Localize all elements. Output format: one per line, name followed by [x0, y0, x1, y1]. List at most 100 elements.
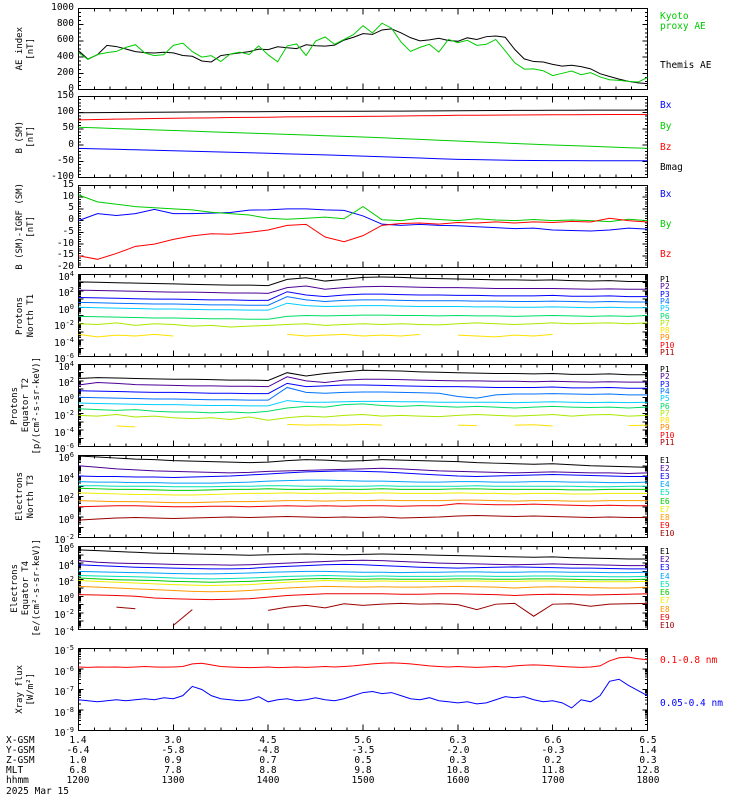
panel-b_sm_igrf: [78, 185, 648, 268]
series-P6: [78, 314, 648, 320]
y-tick-label: -50: [56, 154, 74, 166]
legend-By: By: [660, 121, 672, 133]
axis-value: 1300: [161, 775, 185, 786]
legend-P11: P11: [660, 438, 675, 447]
y-tick-label: 15: [62, 179, 74, 190]
y-tick-label: 400: [56, 50, 74, 62]
axis-value: -6.4: [66, 745, 90, 756]
axis-value: 7.8: [164, 765, 182, 776]
series-Bx: [78, 208, 648, 232]
series-P4: [78, 386, 648, 401]
y-tick-label: -5: [62, 225, 74, 237]
series-E10: [173, 609, 193, 626]
series-0.1-0.8 nm: [78, 656, 648, 669]
series-E7: [78, 492, 648, 496]
axis-row-label-mlt: MLT: [6, 765, 24, 776]
panel-title-line: B (SM)-IGRF (SM): [15, 183, 25, 270]
y-tick-label: 100: [56, 106, 74, 118]
series-P8: [287, 333, 420, 337]
series-P3: [78, 382, 648, 395]
y-tick-label: 10-6: [54, 352, 74, 366]
legend-E9: E9: [660, 612, 670, 622]
y-tick-label: 100: [58, 302, 74, 316]
y-tick-label: 200: [56, 66, 74, 78]
series-E4: [78, 479, 648, 484]
axis-value: 8.8: [259, 765, 277, 776]
legend-E7: E7: [660, 596, 670, 606]
series-E3: [78, 470, 648, 479]
legend-P4: P4: [660, 386, 670, 396]
panel-title-line: B (SM): [15, 120, 25, 154]
y-tick-label: -100: [51, 171, 74, 182]
y-tick-label: 50: [62, 122, 74, 134]
panel-title-protons_equator_t2: Protons Equator T2 [p/(cm²-s-sr-keV)]: [2, 357, 50, 455]
axis-row-label-hhmm: hhmm: [6, 775, 29, 786]
axis-value: 1700: [541, 775, 565, 786]
legend-P6: P6: [660, 311, 670, 321]
y-tick-label: 10-5: [54, 644, 74, 658]
legend-E6: E6: [660, 496, 670, 506]
legend-P6: P6: [660, 401, 670, 411]
panel-title-line: [e/(cm²-s-sr-keV)]: [31, 539, 42, 637]
panel-electrons_north_t3: [78, 455, 648, 538]
series-P2: [78, 285, 648, 294]
y-tick-label: 10-2: [54, 608, 74, 622]
legend-Bz: Bz: [660, 141, 672, 153]
y-tick-label: 106: [58, 451, 74, 465]
series-E6: [78, 577, 648, 583]
panel-protons_north_t1: [78, 274, 648, 357]
panel-title-line: [nT]: [26, 126, 36, 148]
y-tick-label: 102: [58, 492, 74, 506]
y-tick-label: 102: [58, 575, 74, 589]
panel-title-electrons_north_t3: Electrons North T3: [2, 455, 50, 538]
axis-value: 3.0: [164, 735, 182, 746]
legend-E4: E4: [660, 480, 670, 490]
panel-title-line: AE index: [15, 27, 25, 71]
series-By: [78, 194, 648, 223]
axis-value: 1.4: [639, 745, 657, 756]
legend-E2: E2: [660, 555, 670, 565]
series-P2: [78, 376, 648, 388]
y-tick-label: 10-6: [54, 664, 74, 678]
series-0.05-0.4 nm: [78, 678, 648, 709]
legend-0.1-0.8-nm: 0.1-0.8 nm: [660, 655, 718, 667]
series-Themis AE: [78, 28, 648, 85]
series-P7: [78, 414, 648, 421]
legend-E8: E8: [660, 512, 670, 522]
y-tick-label: 10-2: [54, 319, 74, 333]
legend-P5: P5: [660, 304, 670, 314]
series-P8: [116, 425, 136, 428]
y-tick-label: 1000: [51, 2, 74, 13]
axis-value: 1.4: [69, 735, 87, 746]
legend-E3: E3: [660, 563, 670, 573]
panel-title-ae_index: AE index [nT]: [2, 8, 50, 90]
panel-title-line: Electrons: [9, 563, 20, 613]
series-E3: [78, 563, 648, 570]
y-tick-label: 104: [58, 270, 74, 284]
y-tick-label: 0: [68, 138, 74, 150]
axis-row-label-x-gsm: X-GSM: [6, 735, 35, 746]
legend-P8: P8: [660, 326, 670, 336]
series-E7: [78, 580, 648, 587]
axis-row-label-y-gsm: Y-GSM: [6, 745, 35, 756]
series-P1: [78, 276, 648, 287]
axis-value: -3.5: [351, 745, 375, 756]
panel-b_sm: [78, 96, 648, 178]
y-tick-label: 102: [58, 286, 74, 300]
panel-xray_flux: [78, 648, 648, 731]
legend-E3: E3: [660, 472, 670, 482]
axis-value: 6.5: [639, 735, 657, 746]
series-E5: [78, 485, 648, 488]
series-E10: [116, 606, 136, 610]
y-tick-label: 10-6: [54, 442, 74, 456]
series-P4: [78, 296, 648, 306]
y-tick-label: 104: [58, 558, 74, 572]
panel-title-line: Xray flux: [15, 665, 25, 714]
legend-P4: P4: [660, 296, 670, 306]
y-tick-label: 100: [58, 392, 74, 406]
y-tick-label: 100: [58, 512, 74, 526]
legend-Bz: Bz: [660, 248, 672, 260]
axis-value: -5.8: [161, 745, 185, 756]
panel-title-line: North T1: [26, 293, 36, 338]
axis-value: 1.0: [69, 755, 87, 766]
